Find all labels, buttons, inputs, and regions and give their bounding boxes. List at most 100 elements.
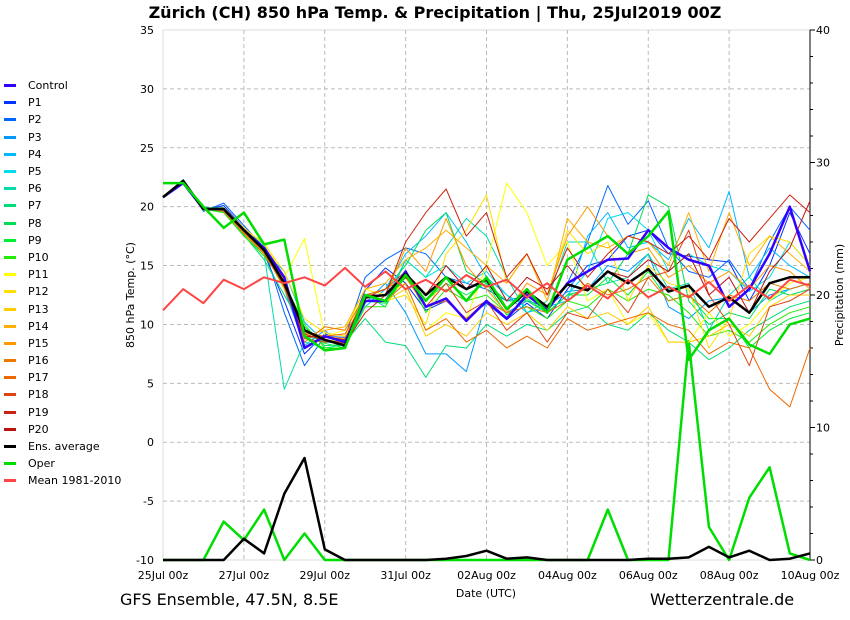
legend-swatch (4, 479, 16, 483)
x-tick-label: 10Aug 00z (781, 569, 840, 582)
legend-swatch (4, 238, 16, 242)
y-tick-label: -10 (136, 554, 154, 567)
x-tick-label: 31Jul 00z (380, 569, 431, 582)
y-tick-label: 25 (140, 142, 154, 155)
legend-item: P13 (4, 300, 121, 317)
y-tick-label: 30 (140, 83, 154, 96)
legend-swatch (4, 118, 16, 122)
legend-swatch (4, 204, 16, 208)
legend-swatch (4, 427, 16, 431)
y-right-tick-label: 20 (816, 289, 830, 302)
legend-swatch (4, 152, 16, 156)
temp-line-ens-average (162, 179, 810, 347)
temp-line-control (162, 181, 812, 350)
legend-swatch (4, 324, 16, 328)
legend-swatch (4, 273, 16, 277)
legend-swatch (4, 187, 16, 191)
legend-label: P18 (28, 388, 49, 402)
legend-label: P20 (28, 422, 49, 436)
legend-item: P20 (4, 421, 121, 438)
y-right-tick-label: 30 (816, 157, 830, 170)
chart-title: Zürich (CH) 850 hPa Temp. & Precipitatio… (149, 3, 722, 23)
y-tick-label: 20 (140, 201, 154, 214)
legend-item: Oper (4, 455, 121, 472)
legend-label: P14 (28, 319, 49, 333)
legend-item: P1 (4, 94, 121, 111)
legend-swatch (4, 307, 16, 311)
legend-swatch (4, 376, 16, 380)
legend-item: P5 (4, 163, 121, 180)
legend-label: P11 (28, 268, 49, 282)
legend-item: P15 (4, 335, 121, 352)
x-tick-label: 27Jul 00z (219, 569, 270, 582)
legend-item: P16 (4, 352, 121, 369)
legend-item: P6 (4, 180, 121, 197)
x-tick-label: 04Aug 00z (538, 569, 597, 582)
y-right-axis-label: Precipitation (mm) (833, 244, 846, 346)
legend-label: P7 (28, 199, 42, 213)
temp-line-p6 (162, 180, 811, 390)
legend-label: P1 (28, 96, 42, 110)
x-tick-label: 25Jul 00z (138, 569, 189, 582)
temp-line-p7 (162, 180, 811, 378)
y-axis-label: 850 hPa Temp. (°C) (124, 242, 137, 348)
temp-line-oper (163, 181, 811, 362)
temp-line-mean-1981-2010 (162, 266, 811, 311)
legend-swatch (4, 170, 16, 174)
y-tick-label: 0 (147, 436, 154, 449)
y-tick-label: -5 (143, 495, 154, 508)
y-right-tick-label: 10 (816, 422, 830, 435)
legend-item: P10 (4, 249, 121, 266)
legend-swatch (4, 445, 16, 449)
legend-item: P9 (4, 232, 121, 249)
legend-swatch (4, 341, 16, 345)
y-tick-label: 10 (140, 318, 154, 331)
legend-swatch (4, 462, 16, 466)
legend-item: P12 (4, 283, 121, 300)
legend-item: Ens. average (4, 438, 121, 455)
legend-label: P17 (28, 371, 49, 385)
legend-item: Control (4, 77, 121, 94)
legend-swatch (4, 290, 16, 294)
legend-item: P18 (4, 386, 121, 403)
legend-swatch (4, 410, 16, 414)
legend-item: P8 (4, 215, 121, 232)
legend-label: P13 (28, 302, 49, 316)
legend-item: P11 (4, 266, 121, 283)
y-tick-label: 35 (140, 24, 154, 37)
legend-label: P4 (28, 147, 42, 161)
legend-item: P7 (4, 197, 121, 214)
temp-line-p12 (162, 182, 811, 349)
legend-label: P3 (28, 130, 42, 144)
legend-swatch (4, 393, 16, 397)
x-axis-label: Date (UTC) (456, 587, 516, 600)
precip-line-oper (163, 340, 811, 562)
y-right-tick-label: 0 (816, 554, 823, 567)
legend-item: P2 (4, 111, 121, 128)
legend-swatch (4, 101, 16, 105)
legend-item: Mean 1981-2010 (4, 472, 121, 489)
legend-label: P19 (28, 405, 49, 419)
source-label: Wetterzentrale.de (650, 590, 795, 609)
precip-line-ens-average (163, 456, 811, 562)
legend-label: P12 (28, 285, 49, 299)
legend-label: P9 (28, 233, 42, 247)
legend-item: P17 (4, 369, 121, 386)
legend-label: Control (28, 79, 68, 93)
y-tick-label: 5 (147, 377, 154, 390)
legend-label: P8 (28, 216, 42, 230)
x-tick-label: 29Jul 00z (299, 569, 350, 582)
x-tick-label: 08Aug 00z (700, 569, 759, 582)
y-right-tick-label: 40 (816, 24, 830, 37)
legend-swatch (4, 255, 16, 259)
legend-label: Ens. average (28, 440, 100, 454)
model-location-label: GFS Ensemble, 47.5N, 8.5E (120, 590, 339, 609)
legend-item: P3 (4, 129, 121, 146)
legend-label: Oper (28, 457, 55, 471)
legend-swatch (4, 135, 16, 139)
legend-item: P14 (4, 318, 121, 335)
legend-swatch (4, 221, 16, 225)
legend-swatch (4, 84, 16, 88)
legend-label: P6 (28, 182, 42, 196)
